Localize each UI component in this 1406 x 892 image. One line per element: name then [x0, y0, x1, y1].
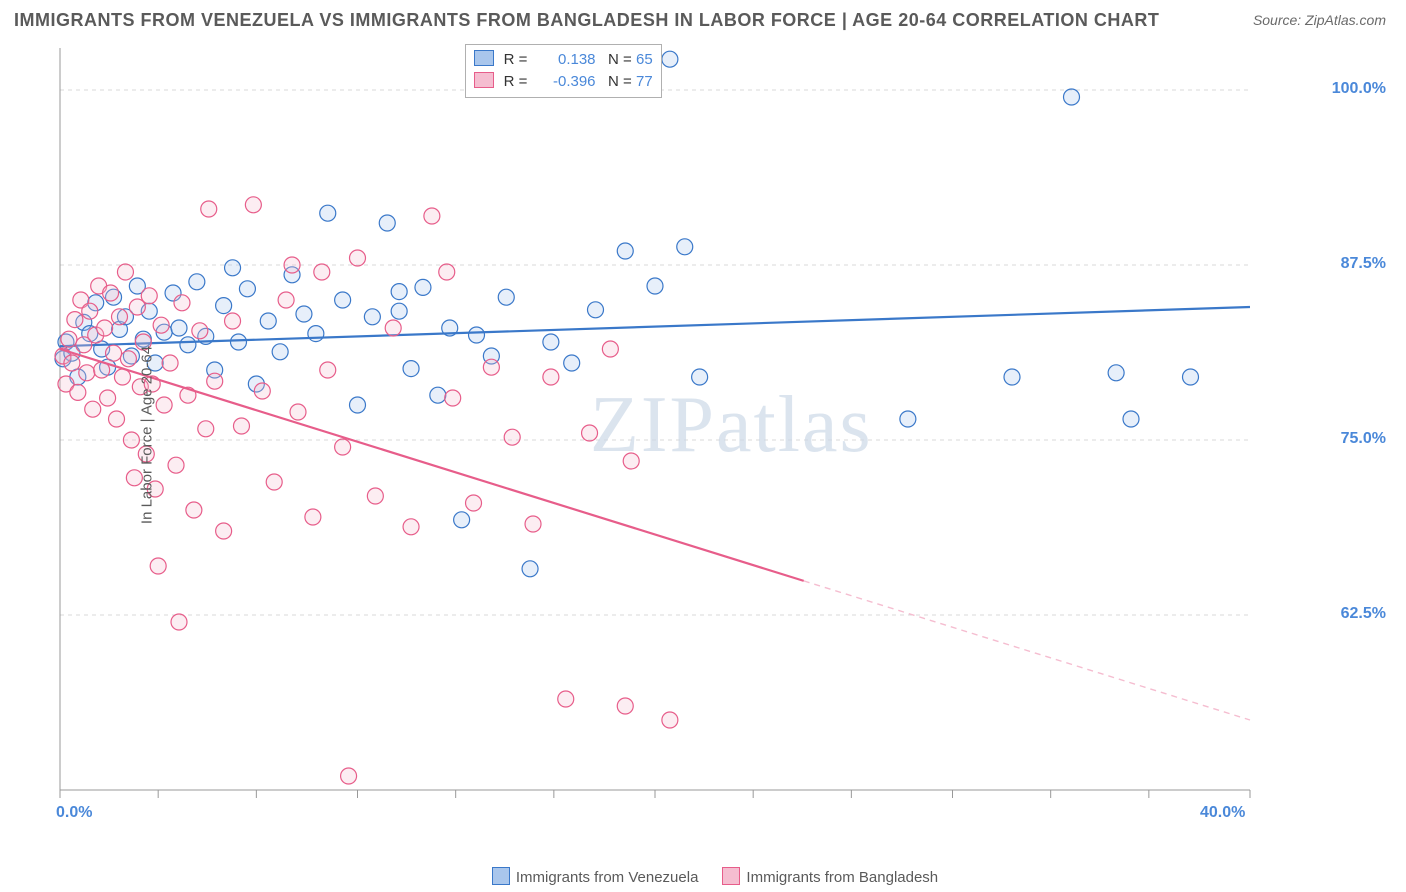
y-tick-label: 75.0% — [1341, 430, 1386, 448]
x-tick-label: 0.0% — [56, 804, 92, 822]
y-axis-label: In Labor Force | Age 20-64 — [139, 346, 156, 524]
y-tick-label: 62.5% — [1341, 605, 1386, 623]
scatter-chart-svg — [50, 40, 1340, 830]
plot-area: In Labor Force | Age 20-64 ZIPatlas — [50, 40, 1340, 830]
source-attribution: Source: ZipAtlas.com — [1253, 12, 1386, 28]
legend-row: R = -0.396 N = 77 — [474, 71, 653, 93]
legend-series-label: Immigrants from Venezuela — [516, 869, 699, 886]
series-legend: Immigrants from Venezuela Immigrants from… — [0, 867, 1406, 886]
x-tick-label: 40.0% — [1200, 804, 1245, 822]
legend-row: R = 0.138 N = 65 — [474, 49, 653, 71]
chart-title: IMMIGRANTS FROM VENEZUELA VS IMMIGRANTS … — [14, 10, 1159, 31]
legend-series-label: Immigrants from Bangladesh — [746, 869, 938, 886]
legend-swatch — [492, 867, 510, 885]
y-tick-label: 87.5% — [1341, 255, 1386, 273]
legend-swatch — [722, 867, 740, 885]
correlation-legend: R = 0.138 N = 65R = -0.396 N = 77 — [465, 44, 662, 98]
y-tick-label: 100.0% — [1332, 80, 1386, 98]
